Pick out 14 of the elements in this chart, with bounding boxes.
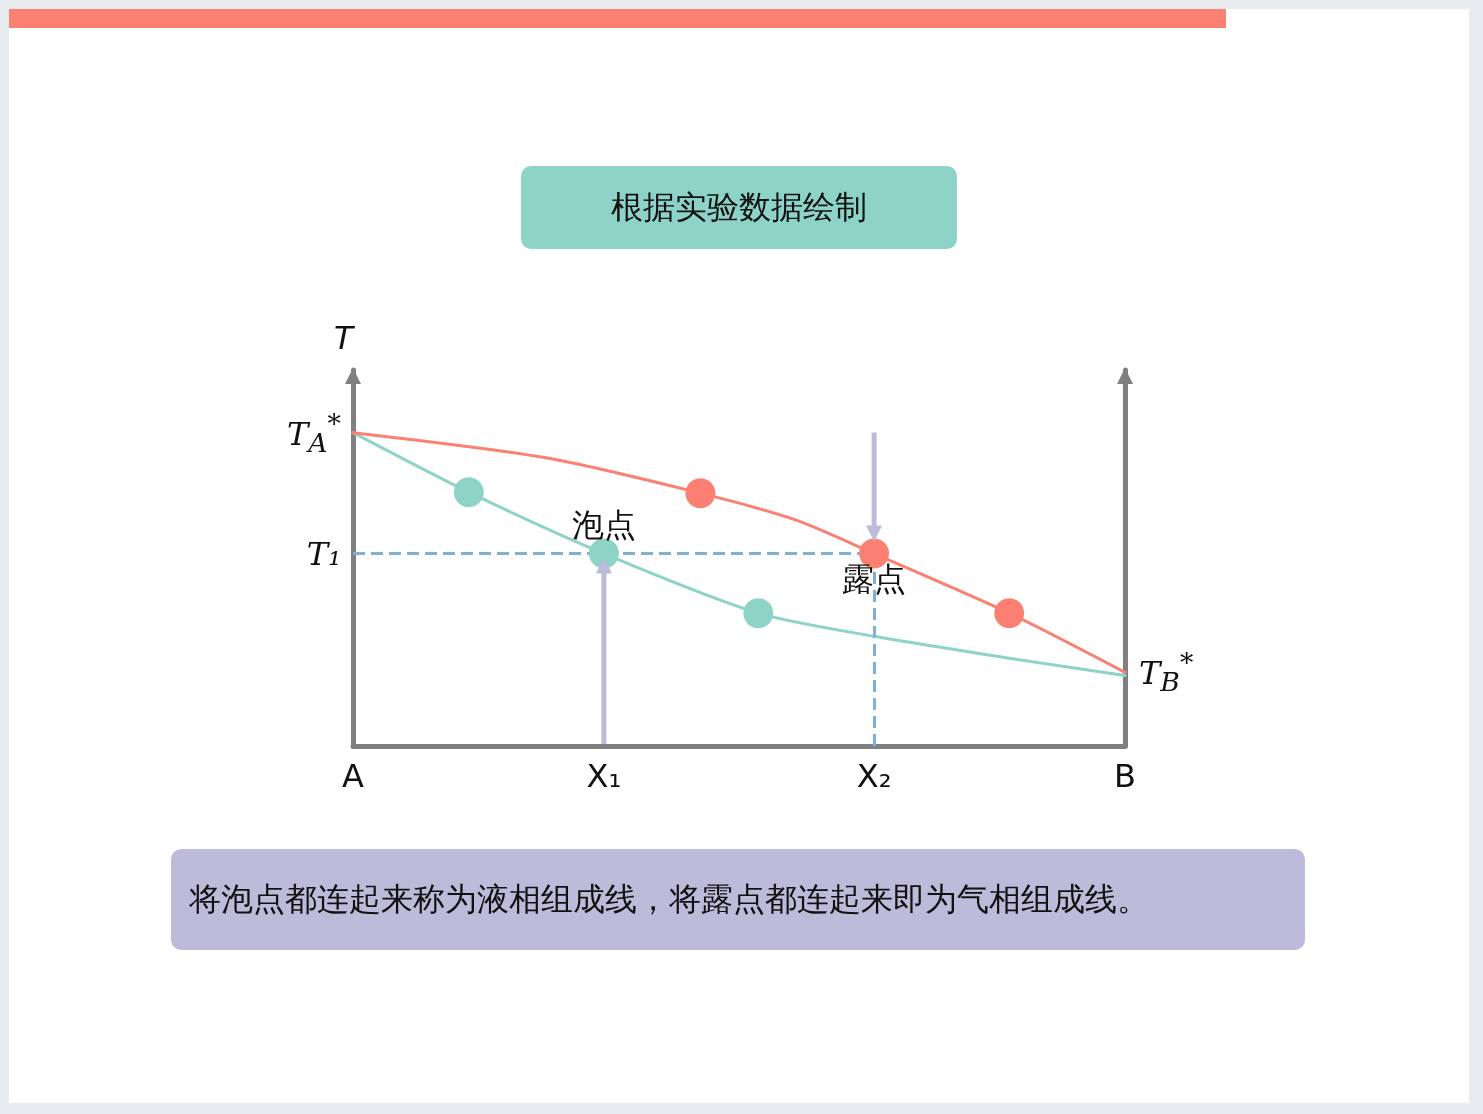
x-tick-label: X₁ [586,757,622,795]
point [685,478,716,509]
x-tick-label: B [1114,757,1136,795]
chart-title: 根据实验数据绘制 [521,166,957,249]
ref-line-label: T₁ [306,534,341,573]
annotation: 泡点 [571,504,636,546]
text: 将泡点都连起来称为液相组成线，将露点都连起来即为气相组成线。 [171,849,1305,950]
point [994,598,1025,629]
point [453,477,484,508]
annotation: 露点 [842,558,907,600]
x-tick-label: X₂ [856,757,892,795]
y-axis-title: T [332,318,356,356]
x-tick-label: A [342,757,365,795]
point [743,598,774,629]
